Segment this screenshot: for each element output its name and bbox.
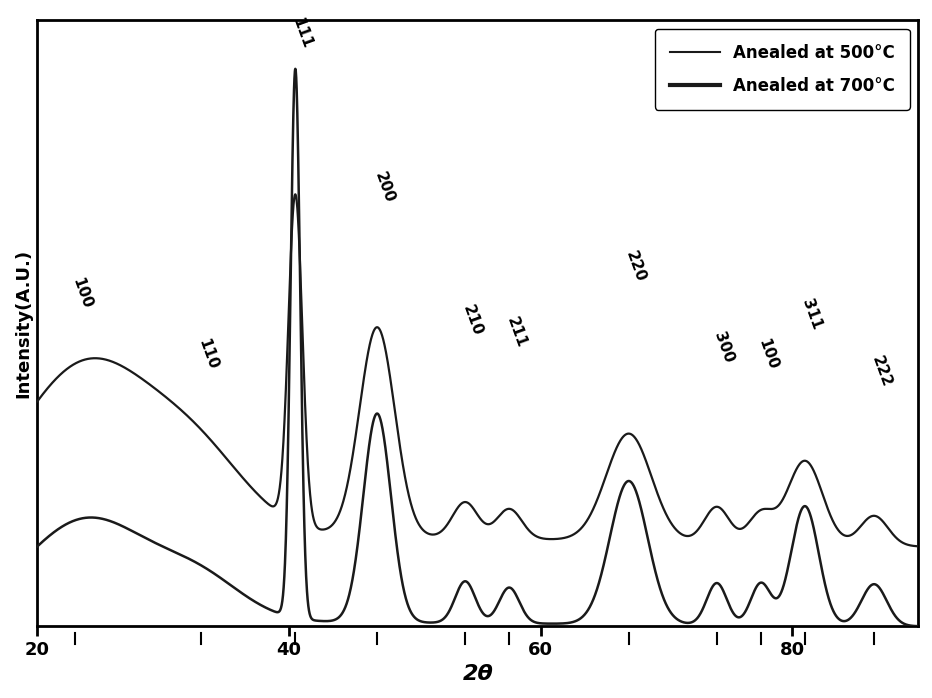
Text: 110: 110	[196, 336, 221, 371]
Y-axis label: Intensity(A.U.): Intensity(A.U.)	[14, 248, 32, 398]
Text: 210: 210	[459, 303, 485, 338]
Text: 220: 220	[624, 248, 649, 284]
Text: 100: 100	[756, 336, 780, 371]
Legend: Anealed at 500°C, Anealed at 700°C: Anealed at 500°C, Anealed at 700°C	[654, 29, 910, 110]
Text: 300: 300	[711, 330, 736, 366]
Text: 311: 311	[800, 297, 825, 332]
Text: 211: 211	[504, 315, 528, 350]
X-axis label: 2θ: 2θ	[462, 664, 493, 684]
Text: 200: 200	[372, 170, 397, 205]
Text: 222: 222	[869, 355, 894, 389]
Text: 100: 100	[70, 276, 95, 311]
Text: 111: 111	[290, 15, 315, 50]
